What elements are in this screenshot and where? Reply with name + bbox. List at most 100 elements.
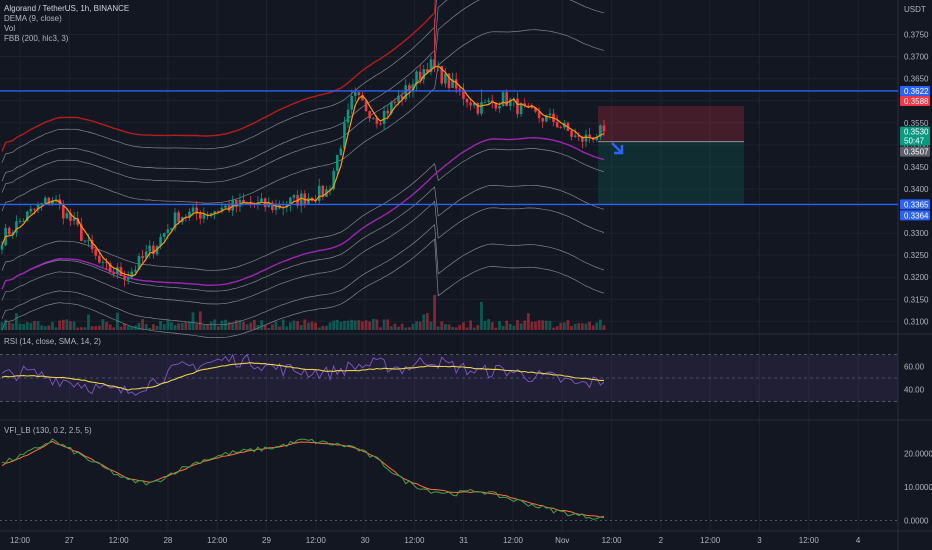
rsi-legend[interactable]: RSI (14, close, SMA, 14, 2)	[4, 337, 101, 347]
volume-bar	[137, 322, 141, 330]
indicator-vol[interactable]: Vol	[4, 24, 16, 33]
volume-bar	[400, 323, 404, 330]
volume-bar	[375, 319, 379, 330]
volume-bar	[112, 327, 116, 330]
candle-body	[148, 245, 152, 252]
candle-body	[231, 199, 235, 211]
volume-bar	[389, 326, 393, 330]
candle-body	[98, 255, 101, 263]
candle-body	[191, 207, 195, 212]
time-axis[interactable]: 12:00 27 12:00 28 12:00 29 12:00 30 12:00 31 12:00…	[10, 536, 861, 545]
price-badge	[900, 95, 930, 106]
volume-bar	[252, 319, 256, 330]
candle-body	[166, 229, 170, 233]
vfi-line	[1, 438, 605, 520]
volume-bar	[321, 325, 325, 330]
candle-body	[116, 267, 119, 274]
volume-bar	[4, 319, 8, 330]
candle-body	[577, 135, 581, 137]
volume-bar	[379, 327, 382, 330]
short-position-tool[interactable]	[598, 105, 744, 205]
volume-bar	[216, 326, 220, 330]
volume-bar	[263, 325, 267, 330]
volume-bar	[119, 326, 123, 330]
volume-bar	[505, 320, 509, 330]
candle-body	[307, 197, 310, 204]
volume-bar	[436, 326, 440, 330]
fibonacci-bollinger-bands	[1, 0, 605, 339]
candle-body	[188, 211, 191, 218]
volume-bar	[332, 320, 336, 330]
time-tick-label: 2	[659, 536, 664, 545]
rsi-tick-label: 40.00	[904, 386, 925, 395]
vfi-legend[interactable]: VFI_LB (130, 0.2, 2.5, 5)	[4, 426, 92, 436]
volume-bar	[548, 320, 552, 330]
volume-bar	[469, 320, 473, 330]
time-tick-label: 3	[757, 536, 762, 545]
volume-bar	[310, 321, 314, 330]
volume-bar	[11, 323, 15, 330]
horizontal-levels[interactable]	[0, 90, 898, 206]
volume-bar	[245, 324, 249, 330]
volume-bar	[462, 322, 465, 330]
candle-body	[411, 84, 415, 91]
fbb-band-line	[1, 0, 448, 182]
volume-bar	[353, 320, 357, 330]
fbb-band-line	[1, 223, 605, 326]
down-arrow-icon[interactable]	[611, 142, 624, 155]
candle-body	[317, 185, 321, 201]
candle-body	[69, 213, 72, 221]
candle-body	[418, 71, 422, 80]
candle-body	[548, 113, 552, 116]
indicator-dema[interactable]: DEMA (9, close)	[4, 14, 62, 23]
volume-bar	[422, 314, 426, 330]
volume-bar	[519, 323, 523, 330]
symbol-title[interactable]: Algorand / TetherUS, 1h, BINANCE	[4, 4, 130, 13]
candle-body	[534, 107, 537, 112]
candle-body	[274, 205, 278, 210]
volume-bar	[595, 322, 599, 330]
candle-body	[581, 136, 584, 142]
volume-bar	[170, 322, 173, 330]
candle-body	[357, 92, 361, 95]
volume-bar	[339, 321, 343, 330]
candle-body	[170, 228, 173, 230]
candle-body	[76, 218, 80, 225]
volume-bar	[43, 326, 47, 330]
candle-body	[11, 232, 15, 235]
fbb-basis-line	[1, 136, 605, 290]
volume-bar	[443, 324, 447, 330]
volume-bar	[152, 324, 155, 330]
volume-bar	[314, 322, 318, 330]
volume-bar	[22, 323, 26, 330]
price-badge-label: 0.3507	[904, 148, 929, 157]
volume-bar	[537, 320, 541, 330]
volume-bar	[480, 302, 483, 330]
volume-bar	[598, 319, 602, 330]
candle-body	[408, 85, 411, 91]
vfi-signal-line	[1, 440, 605, 518]
currency-label: USDT	[904, 5, 926, 14]
volume-bar	[97, 325, 101, 330]
candle-body	[202, 214, 206, 219]
volume-bar	[51, 322, 54, 330]
volume-bar	[278, 326, 281, 330]
volume-bar	[487, 319, 491, 330]
candle-body	[0, 245, 4, 250]
price-badge	[900, 135, 930, 146]
candle-body	[379, 123, 382, 125]
volume-bar	[458, 324, 462, 330]
price-badge	[900, 210, 930, 221]
indicator-fbb[interactable]: FBB (200, hlc3, 3)	[4, 34, 69, 43]
volume-bar	[498, 321, 501, 330]
time-tick-label: 12:00	[109, 536, 130, 545]
candle-body	[321, 185, 325, 197]
candle-body	[508, 99, 512, 107]
volume-bar	[58, 320, 62, 330]
price-axis[interactable]: 0.3100 0.3150 0.3200 0.3250 0.3300 0.3400 0.34…	[900, 5, 930, 326]
candle-body	[595, 137, 599, 141]
volume-bar	[544, 320, 548, 330]
volume-bar	[299, 325, 303, 330]
